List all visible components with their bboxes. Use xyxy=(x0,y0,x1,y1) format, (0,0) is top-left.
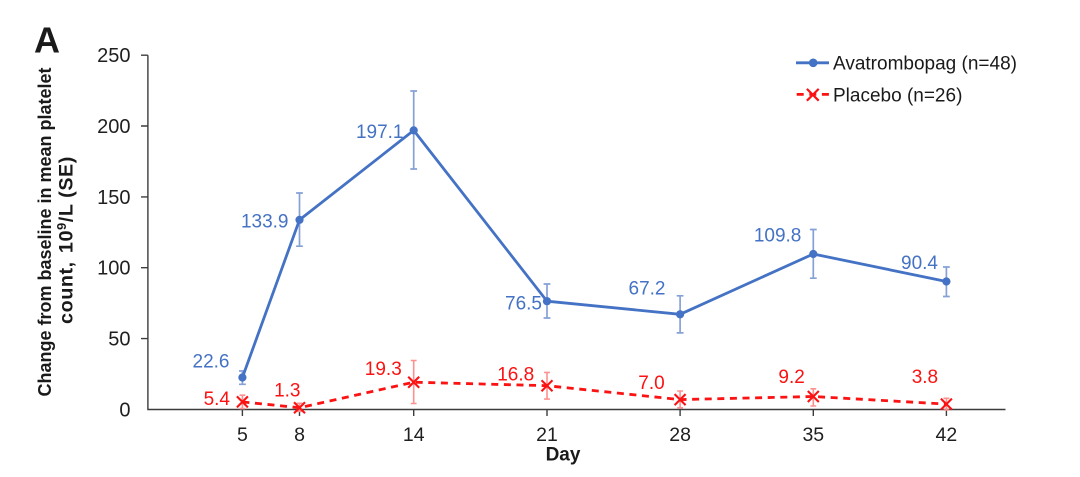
svg-text:3.8: 3.8 xyxy=(912,367,938,388)
svg-text:Avatrombopag (n=48): Avatrombopag (n=48) xyxy=(833,54,1017,75)
svg-text:150: 150 xyxy=(97,187,130,209)
svg-text:5.4: 5.4 xyxy=(204,389,231,410)
svg-text:28: 28 xyxy=(669,424,691,446)
svg-text:250: 250 xyxy=(97,45,130,67)
svg-text:8: 8 xyxy=(294,424,305,446)
svg-text:197.1: 197.1 xyxy=(356,122,404,143)
svg-text:1.3: 1.3 xyxy=(274,380,300,401)
svg-text:count, 109/L (SE): count, 109/L (SE) xyxy=(54,156,78,324)
svg-text:A: A xyxy=(34,20,60,61)
svg-text:5: 5 xyxy=(237,424,248,446)
svg-text:90.4: 90.4 xyxy=(901,253,938,274)
svg-text:7.0: 7.0 xyxy=(638,373,664,394)
svg-text:19.3: 19.3 xyxy=(365,359,402,380)
svg-text:67.2: 67.2 xyxy=(629,278,666,299)
svg-text:Day: Day xyxy=(546,445,581,466)
svg-text:16.8: 16.8 xyxy=(497,364,534,385)
svg-text:109.8: 109.8 xyxy=(754,225,802,246)
svg-text:50: 50 xyxy=(108,329,130,351)
svg-text:76.5: 76.5 xyxy=(505,294,542,315)
svg-text:21: 21 xyxy=(536,424,558,446)
svg-text:42: 42 xyxy=(936,424,958,446)
svg-text:Placebo (n=26): Placebo (n=26) xyxy=(833,85,962,106)
svg-text:35: 35 xyxy=(802,424,824,446)
svg-text:100: 100 xyxy=(97,258,130,280)
svg-text:22.6: 22.6 xyxy=(193,351,230,372)
svg-text:200: 200 xyxy=(97,116,130,138)
svg-text:9.2: 9.2 xyxy=(778,367,804,388)
svg-text:Change from baseline in mean p: Change from baseline in mean platelet xyxy=(35,67,55,396)
svg-text:0: 0 xyxy=(119,399,130,421)
svg-text:14: 14 xyxy=(403,424,425,446)
svg-text:133.9: 133.9 xyxy=(241,211,289,232)
